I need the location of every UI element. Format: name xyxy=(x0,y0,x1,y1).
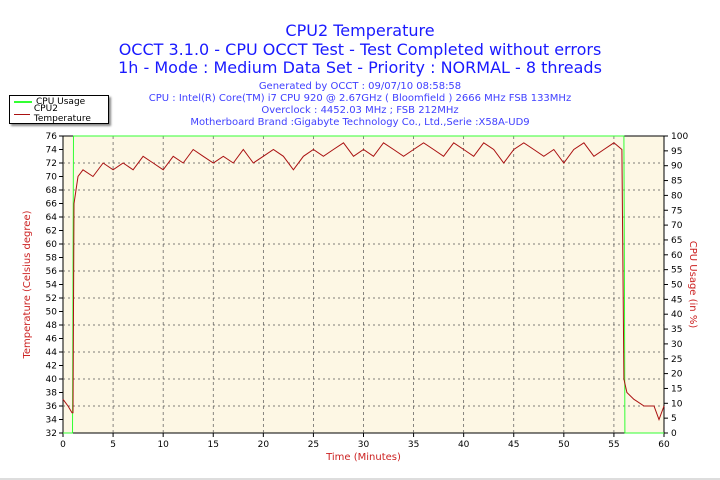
y2-tick-label: 90 xyxy=(671,162,683,172)
y2-tick-label: 75 xyxy=(671,206,682,216)
y2-tick-label: 55 xyxy=(671,266,682,276)
y-tick-label: 60 xyxy=(46,240,58,250)
x-tick-label: 35 xyxy=(408,440,419,450)
y-tick-label: 70 xyxy=(46,173,58,183)
chart-title: CPU2 Temperature xyxy=(285,21,435,40)
y-tick-label: 34 xyxy=(46,416,58,426)
y-tick-label: 68 xyxy=(46,186,58,196)
legend-label: CPU Usage xyxy=(36,97,86,107)
legend-swatch xyxy=(14,113,30,115)
legend-item-cpu2-temp: CPU2 Temperature xyxy=(10,104,108,124)
y-tick-label: 58 xyxy=(46,254,58,264)
y-tick-label: 64 xyxy=(46,213,58,223)
y-tick-label: 52 xyxy=(46,294,57,304)
y-tick-label: 46 xyxy=(46,335,58,345)
x-tick-label: 5 xyxy=(110,440,116,450)
y-tick-label: 42 xyxy=(46,362,57,372)
y2-tick-label: 20 xyxy=(671,370,683,380)
x-tick-label: 20 xyxy=(258,440,270,450)
y2-tick-label: 70 xyxy=(671,221,683,231)
x-tick-label: 45 xyxy=(508,440,519,450)
y2-tick-label: 45 xyxy=(671,295,682,305)
y2-tick-label: 65 xyxy=(671,236,682,246)
y2-tick-label: 5 xyxy=(671,414,677,424)
y2-tick-label: 30 xyxy=(671,340,683,350)
y-tick-label: 62 xyxy=(46,227,57,237)
y2-tick-label: 95 xyxy=(671,147,682,157)
legend-swatch xyxy=(14,101,32,103)
y-tick-label: 40 xyxy=(46,375,58,385)
y2-tick-label: 50 xyxy=(671,281,683,291)
x-tick-label: 15 xyxy=(208,440,219,450)
chart-subtitle-1: OCCT 3.1.0 - CPU OCCT Test - Test Comple… xyxy=(118,40,602,59)
y2-tick-label: 100 xyxy=(671,132,688,142)
y2-tick-label: 80 xyxy=(671,191,683,201)
x-tick-label: 25 xyxy=(308,440,319,450)
y2-tick-label: 15 xyxy=(671,384,682,394)
y-axis-label: Temperature (Celsius degree) xyxy=(22,210,33,359)
y-tick-label: 54 xyxy=(46,281,58,291)
legend-label: CPU2 Temperature xyxy=(33,104,91,124)
x-tick-label: 0 xyxy=(60,440,66,450)
info-cpu: CPU : Intel(R) Core(TM) i7 CPU 920 @ 2.6… xyxy=(148,93,572,104)
y-tick-label: 76 xyxy=(46,132,58,142)
legend: CPU Usage CPU2 Temperature xyxy=(9,95,109,124)
info-generated: Generated by OCCT : 09/07/10 08:58:58 xyxy=(258,81,462,92)
y-tick-label: 50 xyxy=(46,308,58,318)
y2-tick-label: 0 xyxy=(671,429,677,439)
y2-tick-label: 35 xyxy=(671,325,682,335)
info-motherboard: Motherboard Brand :Gigabyte Technology C… xyxy=(190,117,530,128)
x-tick-label: 50 xyxy=(558,440,570,450)
y-tick-label: 48 xyxy=(46,321,58,331)
y-tick-label: 72 xyxy=(46,159,57,169)
chart-subtitle-2: 1h - Mode : Medium Data Set - Priority :… xyxy=(118,58,602,77)
y2-tick-label: 85 xyxy=(671,177,682,187)
y-tick-label: 66 xyxy=(46,200,58,210)
y-tick-label: 32 xyxy=(46,429,57,439)
x-tick-label: 30 xyxy=(358,440,370,450)
y2-tick-label: 40 xyxy=(671,310,683,320)
y2-axis-label: CPU Usage (in %) xyxy=(687,241,698,329)
x-tick-label: 55 xyxy=(608,440,619,450)
y-tick-label: 36 xyxy=(46,402,58,412)
x-tick-label: 40 xyxy=(458,440,470,450)
x-tick-label: 10 xyxy=(157,440,169,450)
y-tick-label: 56 xyxy=(46,267,58,277)
y2-tick-label: 25 xyxy=(671,355,682,365)
y2-tick-label: 10 xyxy=(671,399,683,409)
x-axis-label: Time (Minutes) xyxy=(325,452,401,463)
legend-item-cpu-usage: CPU Usage xyxy=(10,96,108,108)
y-tick-label: 74 xyxy=(46,146,58,156)
x-tick-label: 60 xyxy=(658,440,670,450)
y-tick-label: 38 xyxy=(46,389,58,399)
info-overclock: Overclock : 4452.03 MHz ; FSB 212MHz xyxy=(261,105,459,116)
y-tick-label: 44 xyxy=(46,348,58,358)
series-line-cpu2-temperature xyxy=(62,142,665,421)
y2-tick-label: 60 xyxy=(671,251,683,261)
